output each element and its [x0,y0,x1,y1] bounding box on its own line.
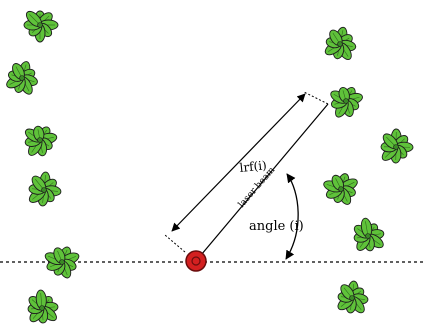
plant-right-4-icon [323,173,358,205]
plant-right-3-icon [380,128,414,164]
sensor-icon [185,250,207,272]
angle-arc [285,173,299,260]
range-label: lrf(i) [239,158,268,175]
plant-left-1-icon [23,10,59,43]
angle-label: angle (i) [249,219,304,234]
plant-right-1-icon [324,26,357,60]
range-extension-start [164,234,186,253]
plant-left-4-icon [28,171,62,207]
plant-left-6-icon [27,289,59,324]
plants-group [6,10,414,324]
plant-right-2-icon [330,86,363,118]
sensor-inner-icon [191,256,201,266]
plant-left-3-icon [24,125,58,157]
range-extension-end [303,91,329,105]
range-arrow [171,93,306,232]
plant-left-2-icon [6,61,38,95]
plant-right-6-icon [337,280,369,314]
plant-right-5-icon [353,217,385,252]
plant-left-5-icon [44,246,80,279]
